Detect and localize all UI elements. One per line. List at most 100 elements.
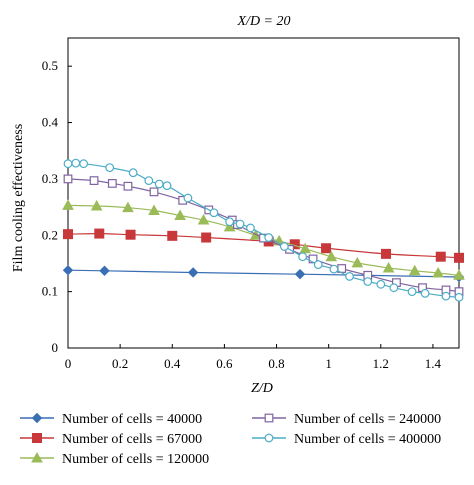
data-point bbox=[345, 272, 354, 281]
data-point bbox=[389, 283, 399, 293]
legend-label: Number of cells = 240000 bbox=[294, 412, 441, 427]
data-point bbox=[162, 181, 172, 191]
x-tick-label: 1 bbox=[325, 356, 332, 371]
data-point bbox=[298, 252, 308, 262]
data-point bbox=[197, 214, 210, 225]
legend-item: Number of cells = 120000 bbox=[20, 451, 209, 467]
data-point bbox=[432, 267, 444, 278]
data-point bbox=[144, 176, 154, 186]
data-point bbox=[279, 242, 289, 251]
series-3 bbox=[62, 199, 465, 280]
data-point bbox=[329, 264, 339, 274]
data-point bbox=[187, 267, 199, 278]
series-5 bbox=[63, 158, 464, 302]
y-tick-label: 0.2 bbox=[42, 227, 58, 242]
data-point bbox=[225, 217, 235, 227]
data-point bbox=[382, 261, 395, 273]
legend-item: Number of cells = 40000 bbox=[20, 412, 202, 427]
data-point bbox=[209, 208, 219, 218]
legend-swatch-marker bbox=[264, 433, 274, 443]
data-point bbox=[183, 193, 193, 203]
legend-label: Number of cells = 120000 bbox=[62, 452, 209, 467]
data-point bbox=[376, 279, 386, 289]
data-point bbox=[125, 229, 136, 240]
data-point bbox=[299, 242, 312, 254]
x-tick-label: 1.4 bbox=[425, 356, 442, 371]
x-tick-label: 0 bbox=[65, 356, 72, 371]
data-point bbox=[453, 269, 465, 280]
series-line bbox=[67, 269, 460, 278]
data-point bbox=[264, 233, 274, 242]
data-point bbox=[235, 219, 245, 229]
data-point bbox=[99, 265, 110, 276]
y-tick-label: 0.4 bbox=[42, 115, 59, 130]
y-tick-label: 0.1 bbox=[42, 284, 58, 299]
data-point bbox=[154, 179, 164, 189]
legend-swatch-marker bbox=[32, 433, 42, 443]
data-point bbox=[71, 158, 81, 168]
legend-label: Number of cells = 67000 bbox=[62, 432, 202, 447]
data-point bbox=[407, 287, 417, 297]
data-point bbox=[408, 264, 421, 276]
data-point bbox=[105, 163, 115, 173]
data-point bbox=[321, 243, 332, 254]
data-point bbox=[441, 291, 451, 301]
x-tick-label: 1.2 bbox=[373, 356, 389, 371]
legend-swatch-marker bbox=[31, 412, 43, 424]
data-point bbox=[325, 250, 338, 262]
data-point bbox=[174, 209, 186, 221]
legend-swatch-marker bbox=[264, 413, 274, 423]
data-point bbox=[63, 229, 73, 240]
data-point bbox=[454, 292, 464, 302]
series-1 bbox=[62, 265, 465, 283]
plot-area bbox=[67, 37, 460, 349]
x-tick-label: 0.4 bbox=[164, 356, 181, 371]
data-point bbox=[128, 168, 138, 178]
data-point bbox=[94, 228, 105, 239]
legend-item: Number of cells = 67000 bbox=[20, 432, 202, 447]
y-tick-label: 0 bbox=[52, 340, 59, 355]
data-point bbox=[313, 260, 323, 269]
series-layer bbox=[62, 158, 465, 302]
y-axis-ticks: 0 0.1 0.2 0.3 0.4 0.5 bbox=[42, 58, 72, 355]
y-axis-title: Film cooling effectiveness bbox=[11, 124, 26, 272]
x-tick-label: 0.2 bbox=[112, 356, 128, 371]
data-point bbox=[351, 256, 364, 268]
data-point bbox=[381, 248, 392, 259]
plot-border bbox=[67, 37, 460, 349]
data-point bbox=[454, 252, 464, 263]
data-point bbox=[63, 159, 73, 169]
legend-label: Number of cells = 40000 bbox=[62, 412, 202, 427]
data-point bbox=[62, 265, 74, 276]
data-point bbox=[107, 179, 117, 188]
data-point bbox=[122, 201, 134, 213]
data-point bbox=[435, 251, 446, 262]
legend-item: Number of cells = 400000 bbox=[252, 432, 441, 447]
x-axis-ticks: 0 0.2 0.4 0.6 0.8 1 1.2 1.4 bbox=[65, 344, 442, 371]
data-point bbox=[62, 199, 74, 210]
data-point bbox=[420, 288, 430, 298]
data-point bbox=[89, 176, 99, 186]
x-tick-label: 0.6 bbox=[216, 356, 233, 371]
data-point bbox=[363, 277, 373, 286]
data-point bbox=[167, 230, 178, 241]
data-point bbox=[63, 174, 73, 184]
data-point bbox=[90, 199, 103, 211]
data-point bbox=[148, 204, 160, 215]
x-tick-label: 0.8 bbox=[268, 356, 284, 371]
data-point bbox=[79, 159, 89, 169]
legend-item: Number of cells = 240000 bbox=[252, 412, 441, 427]
data-point bbox=[294, 268, 306, 280]
data-point bbox=[123, 181, 133, 191]
data-point bbox=[246, 223, 255, 233]
data-point bbox=[201, 232, 212, 243]
legend-swatch-marker bbox=[31, 451, 43, 463]
x-axis-title: Z/D bbox=[251, 381, 273, 396]
data-point bbox=[223, 220, 236, 232]
chart-title: X/D = 20 bbox=[237, 14, 291, 29]
y-tick-label: 0.3 bbox=[42, 171, 58, 186]
legend-label: Number of cells = 400000 bbox=[294, 432, 441, 447]
y-tick-label: 0.5 bbox=[42, 58, 58, 73]
legend: Number of cells = 40000 Number of cells =… bbox=[20, 412, 441, 467]
